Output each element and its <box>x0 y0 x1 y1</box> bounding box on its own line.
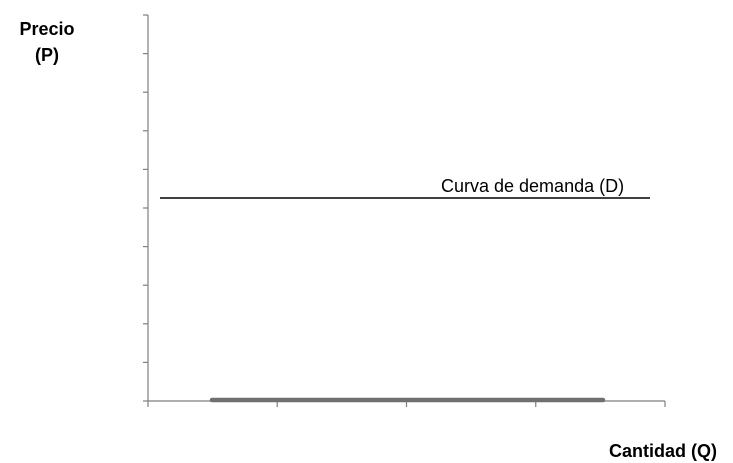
demand-curve-label: Curva de demanda (D) <box>441 176 624 196</box>
x-axis-label: Cantidad (Q) <box>609 441 717 461</box>
y-axis-label-line-1: Precio <box>19 19 74 39</box>
y-axis-ticks <box>143 14 148 402</box>
y-axis-label-line-2: (P) <box>35 45 59 65</box>
